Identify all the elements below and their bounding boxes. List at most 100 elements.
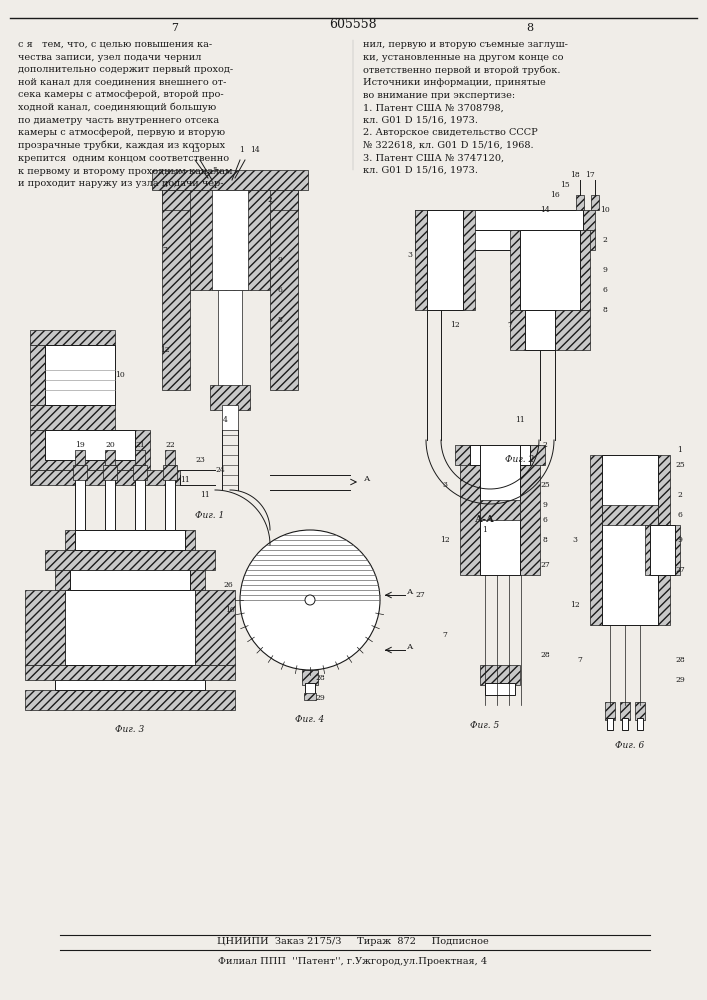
Text: 1: 1 xyxy=(483,526,487,534)
Bar xyxy=(210,385,250,410)
Bar xyxy=(602,505,658,525)
Text: 16: 16 xyxy=(550,191,560,199)
Bar xyxy=(455,445,545,465)
Text: 24: 24 xyxy=(215,466,225,474)
Bar xyxy=(75,470,85,530)
Bar xyxy=(525,310,555,350)
Bar xyxy=(218,200,242,390)
Bar xyxy=(165,450,175,465)
Text: 19: 19 xyxy=(75,441,85,449)
Text: 9: 9 xyxy=(542,501,547,509)
Text: 27: 27 xyxy=(540,561,550,569)
Bar xyxy=(427,210,583,230)
Text: 23: 23 xyxy=(195,456,205,464)
Text: 4: 4 xyxy=(223,416,228,424)
Bar xyxy=(152,170,308,190)
Text: 14: 14 xyxy=(250,146,260,154)
Text: 8: 8 xyxy=(527,23,534,33)
Bar xyxy=(133,465,147,480)
Text: 3: 3 xyxy=(407,251,412,259)
Text: 12: 12 xyxy=(570,601,580,609)
Bar xyxy=(190,190,270,290)
Bar xyxy=(55,680,205,690)
Bar xyxy=(105,470,115,530)
Bar xyxy=(165,470,175,530)
Bar xyxy=(163,465,177,480)
Text: 12: 12 xyxy=(450,321,460,329)
Bar xyxy=(590,455,670,625)
Bar xyxy=(637,718,643,730)
Bar xyxy=(25,590,65,665)
Bar xyxy=(45,345,115,405)
Bar xyxy=(30,345,45,405)
Bar xyxy=(162,190,298,210)
Text: 11: 11 xyxy=(515,416,525,424)
Text: 1: 1 xyxy=(677,446,682,454)
Bar xyxy=(75,450,85,465)
Text: 6: 6 xyxy=(677,511,682,519)
Text: 5: 5 xyxy=(213,166,218,174)
Text: 27: 27 xyxy=(675,566,685,574)
Text: 22: 22 xyxy=(165,441,175,449)
Bar xyxy=(212,190,248,290)
Circle shape xyxy=(305,595,315,605)
Text: 9: 9 xyxy=(278,256,282,264)
Text: 13: 13 xyxy=(190,146,200,154)
Text: нил, первую и вторую съемные заглуш-
ки, установленные на другом конце со
ответс: нил, первую и вторую съемные заглуш- ки,… xyxy=(363,40,568,175)
Bar xyxy=(635,702,645,720)
Bar xyxy=(30,430,150,470)
Bar xyxy=(103,465,117,480)
Text: 11: 11 xyxy=(180,476,190,484)
Text: 7: 7 xyxy=(508,321,513,329)
Text: 29: 29 xyxy=(315,694,325,702)
Text: 605558: 605558 xyxy=(329,18,377,31)
Text: 9: 9 xyxy=(677,536,682,544)
Text: 6: 6 xyxy=(602,286,607,294)
Text: 10: 10 xyxy=(225,606,235,614)
Bar xyxy=(45,430,135,460)
Bar xyxy=(576,195,584,210)
Text: 3: 3 xyxy=(163,181,168,189)
Text: 17: 17 xyxy=(585,171,595,179)
Bar xyxy=(622,718,628,730)
Text: 2: 2 xyxy=(267,196,272,204)
Bar xyxy=(510,310,590,350)
Bar xyxy=(415,210,595,230)
Text: 11: 11 xyxy=(200,491,210,499)
Text: 8: 8 xyxy=(278,316,282,324)
Bar xyxy=(480,665,520,685)
Text: А-А: А-А xyxy=(475,516,495,524)
Bar xyxy=(270,190,298,390)
Bar xyxy=(460,445,480,575)
Text: Фиг. 5: Фиг. 5 xyxy=(470,720,500,730)
Text: 10: 10 xyxy=(600,206,610,214)
Text: 14: 14 xyxy=(540,206,550,214)
Text: 20: 20 xyxy=(105,441,115,449)
Text: 2: 2 xyxy=(602,236,607,244)
Bar xyxy=(510,230,590,310)
Text: 18: 18 xyxy=(570,171,580,179)
Bar xyxy=(470,445,530,465)
Text: 7: 7 xyxy=(578,656,583,664)
Text: Фиг. 2: Фиг. 2 xyxy=(506,456,534,464)
Bar xyxy=(304,693,316,700)
Bar xyxy=(485,683,515,695)
Bar xyxy=(305,683,315,695)
Text: 25: 25 xyxy=(540,481,550,489)
Text: 3: 3 xyxy=(443,481,448,489)
Bar xyxy=(30,330,115,345)
Bar xyxy=(75,530,185,550)
Bar xyxy=(70,570,190,590)
Text: Фиг. 1: Фиг. 1 xyxy=(195,510,225,520)
Text: 27: 27 xyxy=(415,591,425,599)
Text: 29: 29 xyxy=(675,676,685,684)
Text: 8: 8 xyxy=(542,536,547,544)
Bar xyxy=(45,550,215,570)
Bar xyxy=(427,210,463,310)
Bar xyxy=(480,500,520,520)
Bar xyxy=(427,230,583,250)
Text: с я   тем, что, с целью повышения ка-
чества записи, узел подачи чернил
дополнит: с я тем, что, с целью повышения ка- чест… xyxy=(18,40,233,188)
Bar xyxy=(520,445,540,575)
Bar xyxy=(415,210,475,310)
Text: 12: 12 xyxy=(440,536,450,544)
